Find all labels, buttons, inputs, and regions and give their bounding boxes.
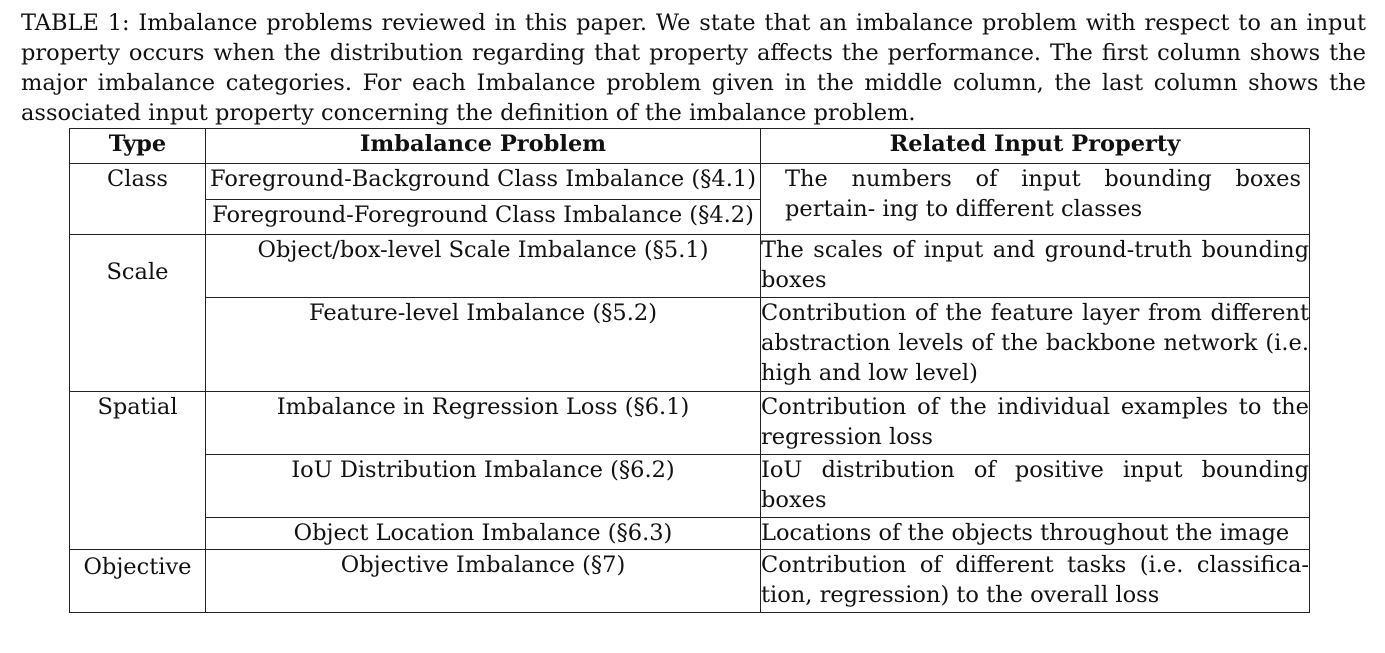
table-row: Foreground-Foreground Class Imbalance (§… (70, 198, 1310, 235)
table-row: IoU Distribution Imbalance (§6.2) IoU di… (70, 454, 1310, 518)
problem-cell: Objective Imbalance (§7) (205, 549, 761, 613)
header-type: Type (69, 128, 206, 164)
table-row: Scale Object/box-level Scale Imbalance (… (69, 234, 1310, 392)
header-imbalance-problem: Imbalance Problem (205, 128, 761, 164)
table-row: Class Foreground-Background Class Imbala… (69, 163, 1310, 235)
property-cell: Contribution of different tasks (i.e. cl… (760, 549, 1310, 613)
type-cell-scale: Scale (69, 234, 206, 392)
type-cell-objective: Objective (69, 549, 206, 613)
table-row: Objective Objective Imbalance (§7) Contr… (69, 549, 1310, 613)
type-cell-spatial: Spatial (69, 391, 206, 550)
problem-cell: Feature-level Imbalance (§5.2) (205, 297, 761, 392)
property-cell: Contribution of the feature layer from d… (760, 297, 1310, 392)
header-related-input-property: Related Input Property (760, 128, 1310, 164)
type-cell-class: Class (69, 163, 206, 235)
table-header-row: Type Imbalance Problem Related Input Pro… (69, 128, 1310, 164)
property-cell: The numbers of input bounding boxes pert… (760, 163, 1310, 235)
problem-cell: Foreground-Foreground Class Imbalance (§… (205, 198, 761, 235)
table-row: Spatial Imbalance in Regression Loss (§6… (69, 391, 1310, 550)
imbalance-table: Type Imbalance Problem Related Input Pro… (69, 128, 1310, 613)
problem-cell: Foreground-Background Class Imbalance (§… (205, 163, 761, 200)
property-cell: The scales of input and ground-truth bou… (760, 234, 1310, 298)
problem-cell: Object/box-level Scale Imbalance (§5.1) (205, 234, 761, 298)
property-cell: Locations of the objects throughout the … (760, 517, 1310, 550)
property-cell: IoU distribution of positive input bound… (760, 454, 1310, 518)
table-row: Object Location Imbalance (§6.3) Locatio… (70, 517, 1310, 550)
property-cell: Contribution of the individual examples … (760, 391, 1310, 455)
table-row: Feature-level Imbalance (§5.2) Contribut… (70, 297, 1310, 392)
problem-cell: IoU Distribution Imbalance (§6.2) (205, 454, 761, 518)
table-caption: TABLE 1: Imbalance problems reviewed in … (21, 10, 1366, 126)
problem-cell: Object Location Imbalance (§6.3) (205, 517, 761, 550)
problem-cell: Imbalance in Regression Loss (§6.1) (205, 391, 761, 455)
